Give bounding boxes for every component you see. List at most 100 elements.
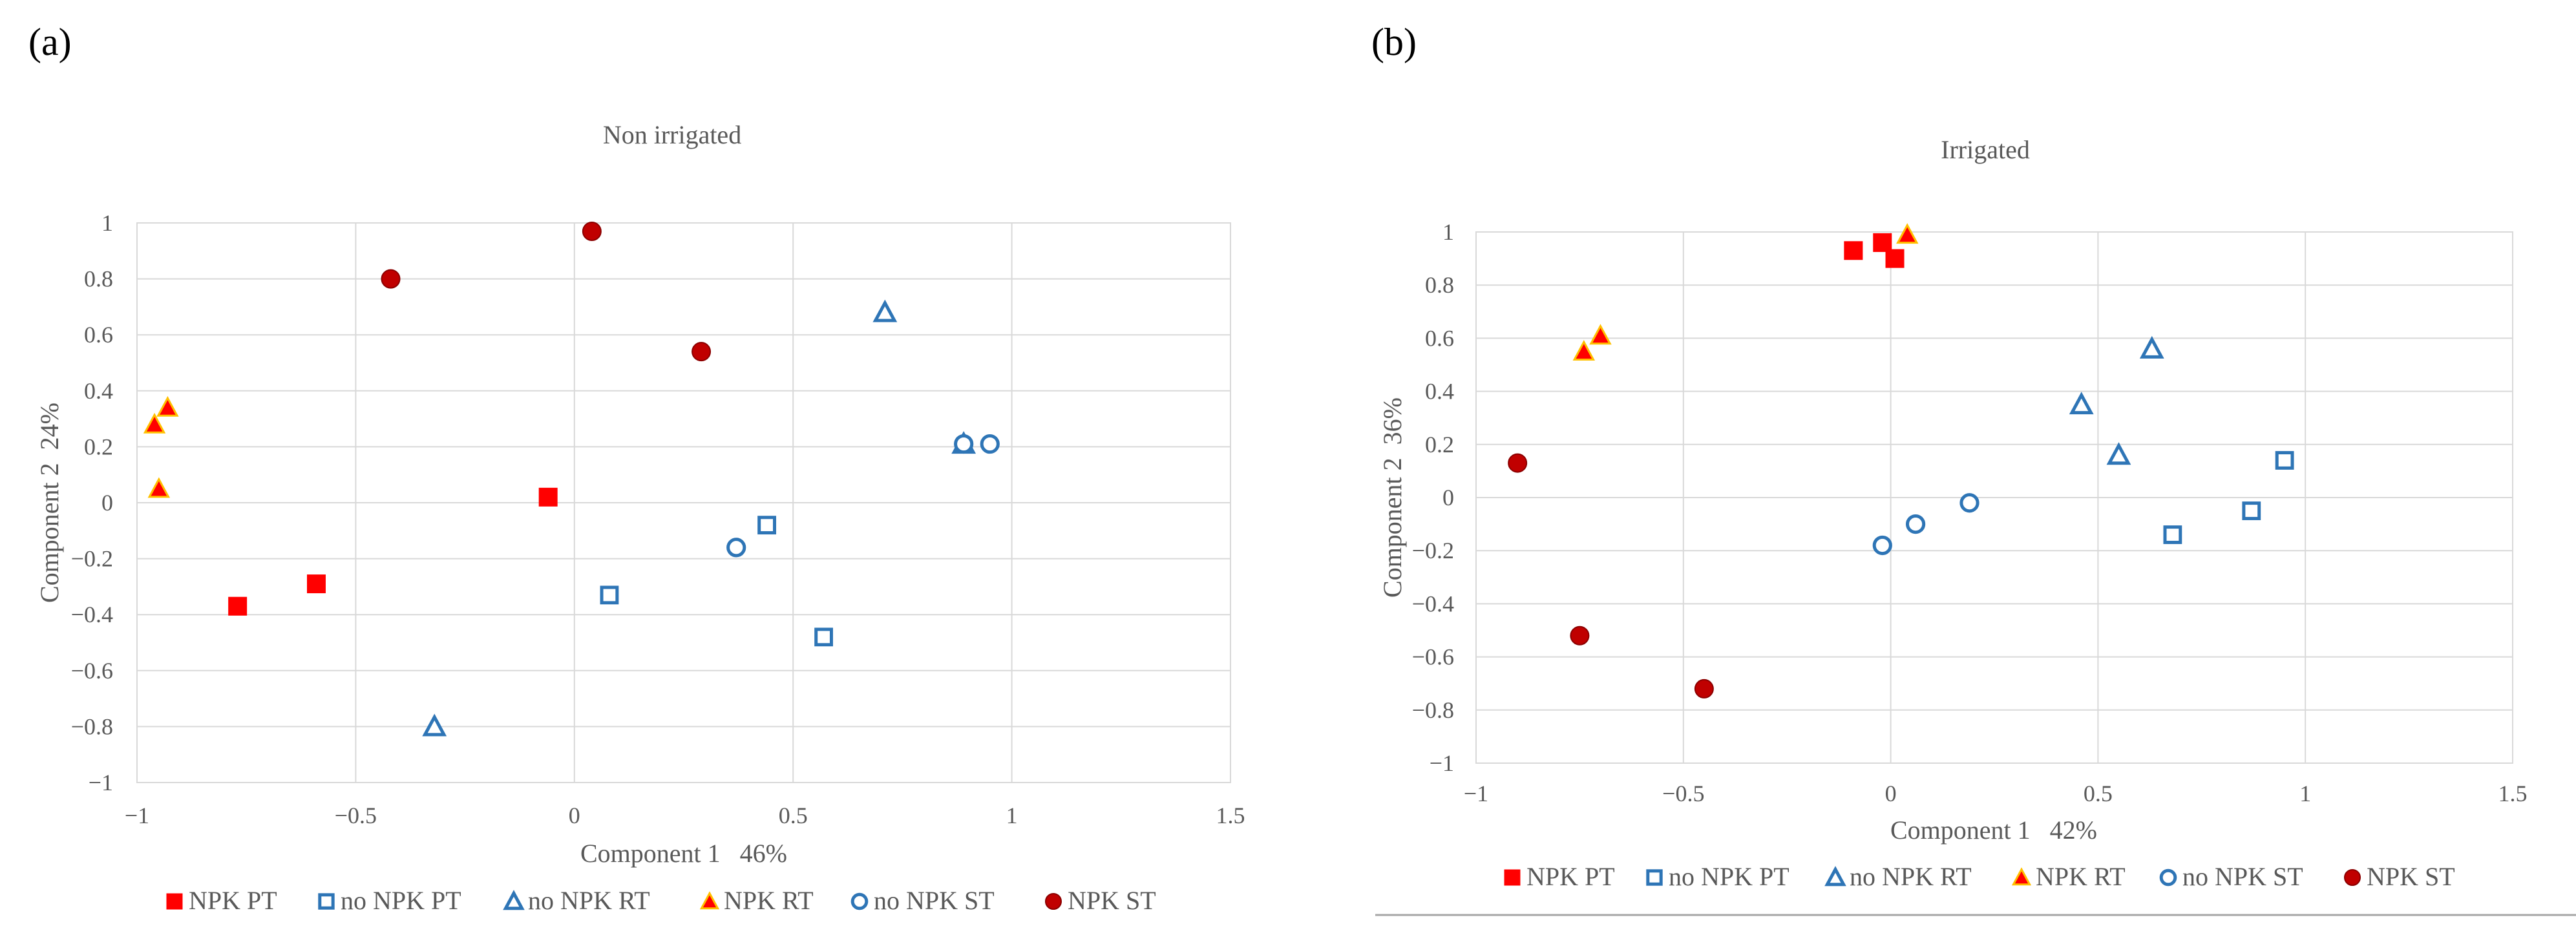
- panel-a-y-tick-label: 0: [101, 490, 113, 516]
- panel-b-legend-marker-no-npk-rt: [1824, 866, 1846, 887]
- panel-a: (a) Non irrigated 1 0.8 0.6 0.4 0.2 0 −0.2 −0.4…: [28, 21, 1245, 915]
- panel-a-title: Non irrigated: [603, 120, 741, 149]
- panel-a-y-ticks: 1 0.8 0.6 0.4 0.2 0 −0.2 −0.4 −0.6 −0.8 −1: [71, 210, 113, 795]
- panel-a-x-tick-label: 1.5: [1216, 803, 1245, 828]
- panel-b-point-npk-rt: [1896, 223, 1919, 244]
- panel-b-x-tick-label: −1: [1464, 781, 1488, 806]
- panel-b-y-ticks: 1 0.8 0.6 0.4 0.2 0 −0.2 −0.4 −0.6 −0.8 −1: [1412, 219, 1454, 776]
- panel-b-point-no-npk-rt: [2069, 392, 2094, 415]
- panel-a-legend-label-npk-rt: NPK RT: [724, 886, 814, 915]
- panel-b-x-axis-label: Component 1 42%: [1890, 815, 2097, 845]
- panel-a-legend-marker-npk-rt: [699, 891, 720, 910]
- panel-a-y-tick-label: 0.2: [84, 434, 113, 459]
- panel-b-point-no-npk-pt: [2242, 501, 2261, 520]
- panel-a-plot-frame: [136, 222, 1231, 783]
- panel-b-point-npk-rt: [1572, 340, 1596, 361]
- panel-b-point-npk-st: [1570, 625, 1590, 646]
- panel-b-point-npk-st: [1508, 453, 1528, 473]
- panel-a-point-no-npk-pt: [814, 627, 833, 647]
- panel-a-markers: [143, 221, 1000, 737]
- panel-a-legend-marker-no-npk-rt: [503, 890, 525, 910]
- panel-b-point-npk-rt: [1589, 324, 1612, 345]
- panel-b-markers: [1508, 223, 2294, 699]
- panel-b-point-npk-pt: [1873, 233, 1892, 252]
- panel-a-x-tick-label: 0: [569, 803, 580, 828]
- panel-b-point-no-npk-st: [1905, 514, 1926, 534]
- panel-b-legend-label-npk-pt: NPK PT: [1526, 862, 1615, 891]
- panel-a-x-tick-label: −0.5: [335, 803, 377, 828]
- panel-a-legend-marker-npk-st: [1045, 893, 1062, 910]
- panel-a-y-tick-label: −0.6: [71, 658, 113, 684]
- panel-b-legend-label-no-npk-pt: no NPK PT: [1669, 862, 1789, 891]
- panel-a-point-no-npk-rt: [872, 299, 898, 322]
- panel-a-point-npk-pt: [228, 596, 248, 616]
- panel-a-x-tick-label: 1: [1006, 803, 1018, 828]
- panel-a-y-tick-label: −1: [89, 770, 113, 795]
- panel-a-point-npk-st: [381, 269, 401, 289]
- panel-b-point-no-npk-st: [1959, 493, 1980, 513]
- panel-a-y-tick-label: 0.4: [84, 378, 113, 404]
- panel-a-point-no-npk-st: [954, 434, 974, 454]
- panel-b-legend-label-no-npk-rt: no NPK RT: [1850, 862, 1972, 891]
- panel-b-legend-marker-no-npk-pt: [1646, 869, 1663, 886]
- panel-b-grid: [1475, 231, 2513, 764]
- panel-a-legend-marker-no-npk-st: [850, 892, 869, 910]
- panel-b-legend: NPK PT no NPK PT no NPK RT NPK RT no NPK ST N…: [1504, 862, 2455, 891]
- panel-a-legend-label-no-npk-pt: no NPK PT: [341, 886, 461, 915]
- panel-a-legend: NPK PT no NPK PT no NPK RT NPK RT no NPK ST N…: [166, 886, 1156, 915]
- panel-a-x-tick-label: −1: [125, 803, 149, 828]
- panel-a-point-npk-pt: [306, 574, 326, 594]
- panel-b-y-tick-label: 0.2: [1425, 432, 1454, 457]
- panel-a-legend-label-npk-pt: NPK PT: [189, 886, 277, 915]
- panel-b-y-tick-label: −0.8: [1412, 697, 1454, 723]
- panel-b-y-axis-label: Component 2 36%: [1378, 397, 1407, 598]
- panel-b-y-tick-label: −0.4: [1412, 591, 1454, 616]
- panel-a-y-tick-label: −0.2: [71, 546, 113, 572]
- panel-a-y-tick-label: −0.4: [71, 602, 113, 627]
- panel-b-x-tick-label: 1: [2299, 781, 2311, 806]
- panel-a-point-no-npk-pt: [600, 585, 619, 605]
- panel-a-point-npk-rt: [156, 395, 179, 417]
- panel-b-y-tick-label: 0.8: [1425, 272, 1454, 298]
- panel-b-x-tick-label: 0.5: [2084, 781, 2113, 806]
- panel-b-title: Irrigated: [1941, 135, 2030, 164]
- panel-a-y-tick-label: 1: [101, 210, 113, 236]
- panel-b-y-tick-label: 0.6: [1425, 325, 1454, 351]
- panel-b-legend-label-no-npk-st: no NPK ST: [2182, 862, 2303, 891]
- panel-b-point-npk-pt: [1844, 241, 1863, 260]
- panel-b-point-no-npk-pt: [2163, 525, 2182, 544]
- panel-b-y-tick-label: −1: [1430, 750, 1454, 776]
- panel-b-x-tick-label: 1.5: [2498, 781, 2528, 806]
- panel-a-point-npk-rt: [147, 477, 171, 498]
- panel-a-legend-marker-no-npk-pt: [318, 893, 335, 910]
- panel-b-legend-label-npk-st: NPK ST: [2367, 862, 2455, 891]
- panel-b-y-tick-label: 0.4: [1425, 379, 1454, 405]
- panel-a-legend-label-npk-st: NPK ST: [1068, 886, 1156, 915]
- panel-a-y-tick-label: 0.6: [84, 322, 113, 348]
- panel-a-point-no-npk-st: [726, 538, 746, 558]
- panel-a-y-axis-label: Component 2 24%: [35, 403, 64, 603]
- panel-a-x-ticks: −1 −0.5 0 0.5 1 1.5: [125, 803, 1245, 828]
- panel-b-point-no-npk-rt: [2139, 335, 2164, 359]
- panel-a-legend-label-no-npk-rt: no NPK RT: [528, 886, 650, 915]
- panel-b-x-tick-label: 0: [1885, 781, 1897, 806]
- panel-a-x-tick-label: 0.5: [779, 803, 808, 828]
- panel-b-y-tick-label: −0.2: [1412, 538, 1454, 563]
- panel-b: (b) Irrigated 1 0.8 0.6 0.4 0.2 0 −0.2 −0.4 −0.6…: [1371, 21, 2576, 916]
- panel-a-y-tick-label: 0.8: [84, 266, 113, 292]
- panel-a-point-npk-st: [692, 342, 712, 362]
- panel-a-point-npk-pt: [538, 487, 558, 507]
- panel-a-legend-label-no-npk-st: no NPK ST: [874, 886, 995, 915]
- panel-b-legend-marker-npk-rt: [2011, 867, 2032, 886]
- panel-b-legend-marker-no-npk-st: [2159, 868, 2177, 887]
- panel-b-legend-marker-npk-pt: [1504, 869, 1521, 886]
- panel-a-point-npk-rt: [143, 412, 166, 434]
- panel-a-point-no-npk-pt: [757, 516, 776, 535]
- panel-b-x-ticks: −1 −0.5 0 0.5 1 1.5: [1464, 781, 2528, 806]
- panel-b-legend-label-npk-rt: NPK RT: [2036, 862, 2126, 891]
- panel-b-y-tick-label: 1: [1442, 219, 1454, 245]
- panel-a-point-no-npk-st: [980, 434, 1000, 454]
- panel-b-point-no-npk-pt: [2275, 451, 2294, 470]
- panel-b-point-no-npk-st: [1872, 535, 1892, 556]
- panel-a-point-npk-st: [582, 221, 602, 241]
